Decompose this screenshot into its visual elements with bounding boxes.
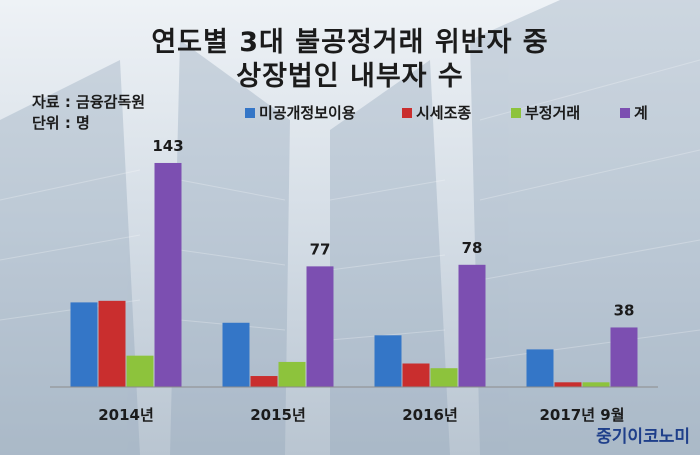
x-tick-label-0: 2014년 xyxy=(98,406,154,424)
legend-item-3: 계 xyxy=(620,102,648,123)
legend-swatch-0 xyxy=(245,107,255,118)
legend-label-3: 계 xyxy=(634,104,648,122)
legend-label-0: 미공개정보이용 xyxy=(259,104,356,122)
bar-0-3 xyxy=(154,162,182,387)
bar-1-2 xyxy=(278,361,306,387)
bar-2-1 xyxy=(402,363,430,387)
bar-3-2 xyxy=(582,382,610,387)
bar-2-3 xyxy=(458,264,486,387)
unit-label: 단위 : 명 xyxy=(32,114,90,132)
legend-label-2: 부정거래 xyxy=(525,104,581,122)
bar-3-1 xyxy=(554,382,582,387)
source-label: 자료 : 금융감독원 xyxy=(32,93,146,111)
legend-swatch-3 xyxy=(620,107,630,118)
bar-1-1 xyxy=(250,376,278,387)
legend-label-1: 시세조종 xyxy=(416,104,472,122)
chart-title: 연도별 3대 불공정거래 위반자 중 xyxy=(151,27,549,58)
x-tick-label-1: 2015년 xyxy=(250,406,306,424)
legend-swatch-2 xyxy=(511,107,521,118)
bar-2-2 xyxy=(430,368,458,387)
bar-0-0 xyxy=(70,302,98,387)
bar-1-3 xyxy=(306,266,334,387)
legend-item-0: 미공개정보이용 xyxy=(245,102,356,123)
data-label-2: 78 xyxy=(462,239,483,257)
bar-0-2 xyxy=(126,355,154,387)
legend-item-2: 부정거래 xyxy=(511,102,580,123)
data-label-1: 77 xyxy=(310,240,331,258)
chart-subtitle: 상장법인 내부자 수 xyxy=(236,61,464,92)
x-tick-label-2: 2016년 xyxy=(402,406,458,424)
legend-item-1: 시세조종 xyxy=(402,102,471,123)
data-label-0: 143 xyxy=(152,137,183,155)
data-label-3: 38 xyxy=(614,301,635,319)
bar-2-0 xyxy=(374,335,402,387)
x-tick-label-3: 2017년 9월 xyxy=(539,406,624,424)
bar-0-1 xyxy=(98,300,126,387)
legend-swatch-1 xyxy=(402,107,412,118)
bar-3-0 xyxy=(526,349,554,387)
bar-3-3 xyxy=(610,327,638,387)
brand-logo-text: 중기이코노미 xyxy=(596,427,690,447)
bar-1-0 xyxy=(222,322,250,387)
